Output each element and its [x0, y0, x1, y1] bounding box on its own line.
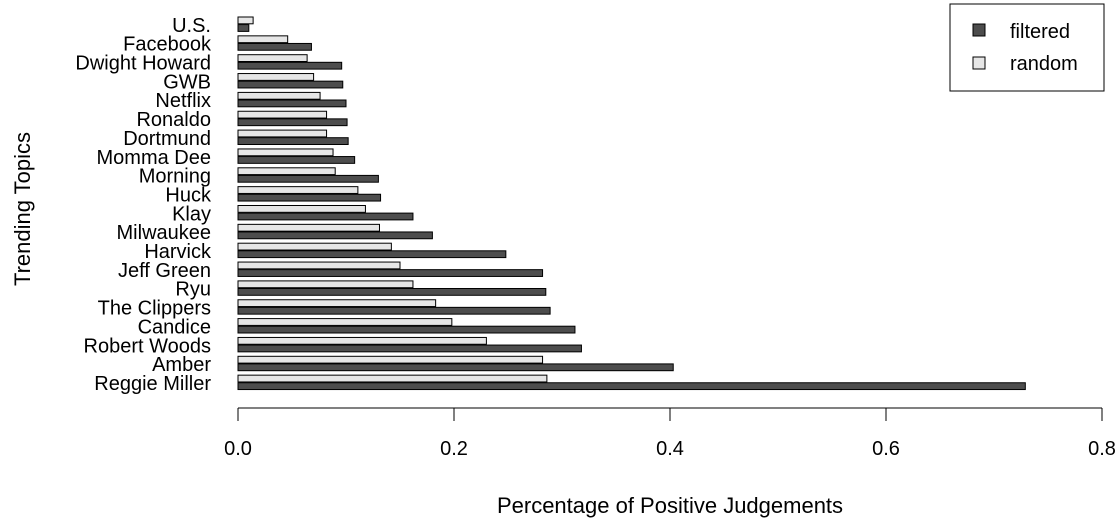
x-tick-label-3: 0.6	[872, 438, 900, 460]
category-label-u-s: U.S.	[172, 15, 211, 37]
legend-box	[949, 3, 1105, 92]
legend-swatch-filtered	[972, 23, 986, 37]
bar-random-the-clippers	[237, 299, 437, 308]
bar-random-harvick	[237, 242, 392, 251]
category-label-facebook: Facebook	[123, 34, 212, 56]
x-tick-label-1: 0.2	[440, 438, 468, 460]
category-label-candice: Candice	[138, 316, 211, 338]
x-axis-title: Percentage of Positive Judgements	[497, 493, 843, 518]
bar-filtered-netflix	[237, 99, 347, 108]
category-label-milwaukee: Milwaukee	[117, 222, 211, 244]
legend-label-filtered: filtered	[1010, 21, 1070, 43]
bar-random-ryu	[237, 280, 414, 289]
category-label-ronaldo: Ronaldo	[136, 109, 211, 131]
category-label-jeff-green: Jeff Green	[118, 260, 211, 282]
bar-filtered-momma-dee	[237, 156, 356, 164]
bar-random-klay	[237, 205, 366, 213]
legend: filtered random	[949, 3, 1105, 92]
bar-filtered-harvick	[237, 250, 507, 259]
category-label-harvick: Harvick	[144, 241, 212, 263]
bar-random-reggie-miller	[237, 374, 548, 383]
category-label-robert-woods: Robert Woods	[84, 335, 211, 357]
bar-filtered-dortmund	[237, 137, 349, 145]
category-label-dortmund: Dortmund	[123, 128, 211, 150]
x-tick-label-0: 0.0	[224, 438, 252, 460]
bar-filtered-u-s	[237, 24, 250, 32]
x-tick-label-2: 0.4	[656, 438, 684, 460]
bar-random-huck	[237, 186, 359, 194]
bar-random-ronaldo	[237, 110, 328, 119]
bar-random-dwight-howard	[237, 54, 308, 63]
bar-random-facebook	[237, 35, 289, 44]
category-label-reggie-miller: Reggie Miller	[94, 373, 211, 395]
legend-swatch-random	[972, 56, 986, 70]
x-axis: 0.0 0.2 0.4 0.6 0.8	[224, 407, 1116, 460]
category-label-morning: Morning	[139, 166, 211, 188]
category-label-dwight-howard: Dwight Howard	[75, 53, 211, 75]
bar-filtered-reggie-miller	[237, 382, 1026, 391]
bar-filtered-the-clippers	[237, 306, 551, 315]
category-label-amber: Amber	[152, 354, 211, 376]
bar-filtered-candice	[237, 325, 576, 334]
bar-random-netflix	[237, 91, 321, 100]
bar-random-jeff-green	[237, 261, 401, 270]
bar-filtered-robert-woods	[237, 344, 582, 353]
bar-random-dortmund	[237, 129, 328, 138]
bar-random-amber	[237, 355, 544, 364]
bar-random-morning	[237, 167, 336, 176]
bar-filtered-ronaldo	[237, 118, 348, 127]
bar-filtered-milwaukee	[237, 231, 433, 240]
bar-filtered-klay	[237, 212, 414, 221]
category-label-klay: Klay	[172, 203, 211, 225]
bar-filtered-jeff-green	[237, 269, 544, 277]
bar-random-milwaukee	[237, 223, 380, 232]
bar-random-gwb	[237, 73, 315, 81]
bar-filtered-gwb	[237, 80, 344, 89]
y-axis-title: Trending Topics	[10, 132, 35, 286]
bar-random-u-s	[237, 16, 254, 25]
bars-layer	[237, 16, 1026, 391]
bar-filtered-dwight-howard	[237, 61, 343, 70]
category-label-gwb: GWB	[163, 71, 211, 93]
bar-filtered-amber	[237, 363, 674, 372]
bar-filtered-morning	[237, 174, 379, 183]
category-label-momma-dee: Momma Dee	[97, 147, 211, 169]
bar-filtered-ryu	[237, 288, 547, 296]
category-label-the-clippers: The Clippers	[98, 298, 211, 320]
bar-random-robert-woods	[237, 336, 487, 345]
category-label-ryu: Ryu	[175, 279, 211, 301]
legend-label-random: random	[1010, 53, 1078, 75]
x-tick-label-4: 0.8	[1088, 438, 1116, 460]
bar-random-momma-dee	[237, 148, 334, 157]
category-label-netflix: Netflix	[155, 90, 211, 112]
bar-filtered-facebook	[237, 42, 312, 51]
category-label-huck: Huck	[165, 184, 212, 206]
bar-random-candice	[237, 318, 453, 326]
bar-filtered-huck	[237, 193, 382, 202]
